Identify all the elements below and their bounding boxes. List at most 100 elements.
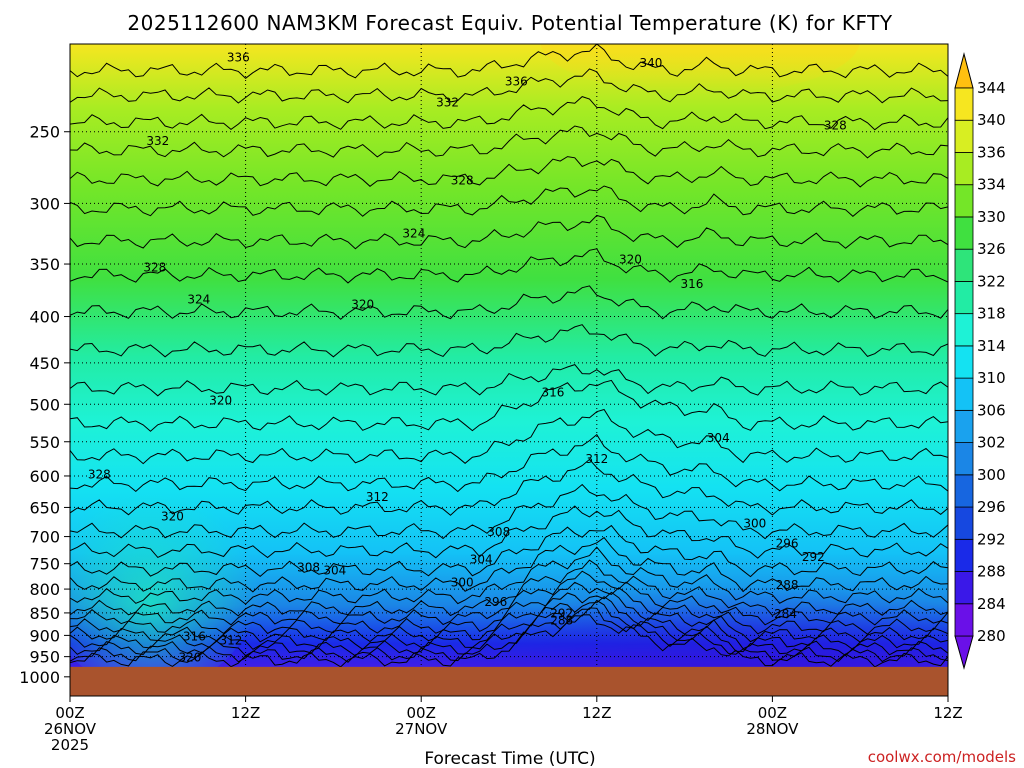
contour-line [70,408,948,465]
contour-line [70,379,948,432]
contour-line [70,483,948,540]
contour-line [70,614,948,668]
credit-text: coolwx.com/models [868,748,1016,766]
contour-label: 324 [402,227,425,241]
contour-line [70,68,948,104]
y-tick-label: 500 [29,395,60,414]
contour-line [70,44,948,79]
contour-label: 312 [585,452,608,466]
contour-label: 328 [143,260,166,274]
contour-label: 328 [824,118,847,132]
contour-label: 288 [776,578,799,592]
y-tick-label: 650 [29,498,60,517]
contour-label: 296 [776,536,799,550]
y-axis: 250 300 350 400 450 500 550 600 650 700 750 800 850 9… [19,123,70,687]
colorbar-swatch [954,345,974,379]
contour-line [70,546,948,605]
x-tick-label: 26NOV [44,720,97,738]
contour-label: 304 [470,552,493,566]
colorbar-swatch [954,506,974,540]
colorbar-swatch [954,603,974,637]
colorbar-tick-label: 326 [977,240,1006,258]
contour-lines [70,44,948,668]
colorbar-tick-label: 288 [977,563,1006,581]
contour-line [70,524,948,578]
x-axis-label: Forecast Time (UTC) [424,749,595,768]
colorbar-swatch [954,87,974,121]
contour-line [70,248,948,284]
colorbar-tick-label: 318 [977,305,1006,323]
colorbar-swatch [954,152,974,186]
y-tick-label: 600 [29,467,60,486]
contour-line [70,570,948,626]
colorbar-tick-label: 302 [977,434,1006,452]
y-tick-label: 550 [29,433,60,452]
contour-label: 312 [366,490,389,504]
colorbar-tick-label: 340 [977,111,1006,129]
contour-label: 320 [619,253,642,267]
colorbar-tick-label: 284 [977,595,1006,613]
chart-title: 2025112600 NAM3KM Forecast Equiv. Potent… [127,11,892,35]
colorbar-swatch [954,377,974,411]
contour-line [70,324,948,358]
contour-label: 304 [323,563,346,577]
contour-label: 308 [297,560,320,574]
colorbar-swatch [954,409,974,443]
x-tick-label: 00Z [407,704,436,722]
contour-label: 300 [451,576,474,590]
contour-line [70,458,948,516]
contour-label: 328 [88,468,111,482]
y-tick-label: 850 [29,604,60,623]
ground-surface [70,666,948,696]
colorbar-tick-label: 292 [977,530,1006,548]
low-level-moist-plume [70,470,260,690]
contour-line [70,607,948,663]
x-tick-label: 12Z [933,704,962,722]
contour-label: 332 [146,134,169,148]
contour-label: 320 [179,650,202,664]
contour-line [70,505,948,559]
colorbar-tick-label: 300 [977,466,1006,484]
colorbar-tick-label: 314 [977,337,1006,355]
colorbar-swatch [954,313,974,347]
contour-labels: 336 332 336 340 332 328 328 324 320 316 328 324 320 3… [88,51,847,665]
contour-line [70,285,948,320]
colorbar-tick-label: 344 [977,79,1006,97]
y-tick-label: 800 [29,580,60,599]
y-tick-label: 950 [29,648,60,667]
colorbar-swatch [954,248,974,282]
contour-label: 308 [487,525,510,539]
x-tick-label: 28NOV [746,720,799,738]
colorbar-swatch [954,571,974,605]
colorbar-tick-label: 330 [977,208,1006,226]
contour-line [70,214,948,250]
contour-label: 296 [484,595,507,609]
contour-line [70,96,948,131]
colorbar-swatch [954,281,974,315]
colorbar: 280 284 288 292 296 300 302 306 310 314 318 322 326 3… [954,52,1006,670]
x-tick-label: 00Z [758,704,787,722]
x-tick-label: 12Z [582,704,611,722]
colorbar-top-arrow [954,52,974,89]
contour-label: 292 [802,550,825,564]
x-tick-label: 2025 [51,736,89,754]
contour-label: 336 [505,74,528,88]
contour-label: 320 [209,393,232,407]
colorbar-tick-label: 310 [977,369,1006,387]
upper-warm-maximum [540,44,860,95]
contour-label: 316 [541,385,564,399]
contour-label: 336 [227,51,250,65]
y-tick-label: 450 [29,354,60,373]
contour-line [70,156,948,188]
colorbar-tick-label: 334 [977,176,1006,194]
colorbar-bottom-arrow [954,635,974,670]
y-tick-label: 1000 [19,668,60,687]
contour-label: 320 [351,298,374,312]
y-tick-label: 900 [29,626,60,645]
x-tick-label: 12Z [231,704,260,722]
colorbar-tick-label: 322 [977,272,1006,290]
colorbar-swatch [954,538,974,572]
contour-label: 340 [639,56,662,70]
